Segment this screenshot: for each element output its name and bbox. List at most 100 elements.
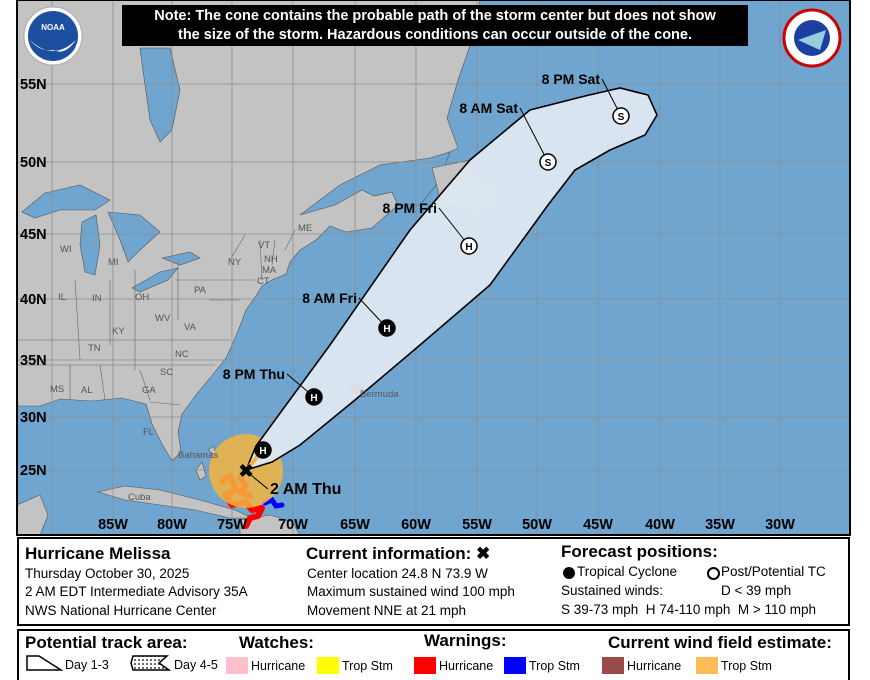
latitude-label: 30N — [20, 410, 47, 426]
forecast-point: 8 PM Sat S — [542, 71, 630, 125]
land-yucatan — [17, 494, 49, 535]
hurricane-warning-label: Hurricane — [439, 659, 494, 673]
nws-logo — [782, 8, 842, 68]
longitude-label: 65W — [340, 517, 370, 533]
place-label: NC — [175, 349, 189, 360]
storm-name: Hurricane Melissa — [25, 544, 171, 563]
lake-superior — [21, 184, 111, 219]
trop-storm-warning-label: Trop Stm — [529, 659, 580, 673]
longitude-label: 35W — [705, 517, 735, 533]
note-line-2: the size of the storm. Hazardous conditi… — [177, 27, 692, 43]
forecast-point: H — [254, 441, 272, 459]
place-label: MS — [50, 384, 64, 395]
advisory-date: Thursday October 30, 2025 — [25, 566, 190, 581]
tropical-cyclone-marker — [378, 319, 396, 337]
note-line-1: Note: The cone contains the probable pat… — [154, 8, 716, 24]
noaa-logo: NOAA — [23, 6, 83, 66]
hurricane-wind-label: Hurricane — [627, 659, 682, 673]
place-label: WV — [155, 313, 171, 324]
longitude-label: 45W — [583, 517, 613, 533]
trop-storm-warning-swatch — [504, 657, 526, 674]
sustained-winds-label: Sustained winds: — [561, 583, 664, 598]
day45-cone-icon — [130, 655, 172, 671]
cone-disclaimer: Note: The cone contains the probable pat… — [122, 5, 748, 46]
longitude-label: 30W — [765, 517, 795, 533]
place-label: GA — [142, 385, 156, 396]
longitude-label: 60W — [401, 517, 431, 533]
current-info-title: Current information: ✖ — [306, 544, 491, 563]
advisory-number: 2 AM EDT Intermediate Advisory 35A — [25, 584, 248, 599]
place-label: IN — [92, 293, 102, 304]
svg-text:NOAA: NOAA — [41, 23, 65, 32]
place-label: MA — [262, 265, 277, 276]
max-wind: Maximum sustained wind 100 mph — [307, 584, 515, 599]
place-label: AL — [81, 385, 93, 396]
trop-storm-watch-swatch — [317, 657, 339, 674]
hurricane-wind-swatch — [602, 657, 624, 674]
latitude-label: 45N — [20, 227, 47, 243]
intensity-letter: S — [618, 112, 625, 123]
place-label: NH — [264, 254, 278, 265]
forecast-point: 2 AM Thu ✖ — [238, 461, 341, 498]
place-label: Cuba — [128, 492, 151, 503]
forecast-time-label: 8 PM Fri — [383, 200, 437, 216]
day13-label: Day 1-3 — [65, 658, 109, 672]
trop-storm-wind-label: Trop Stm — [721, 659, 772, 673]
forecast-time-label: 2 AM Thu — [270, 481, 341, 498]
longitude-label: 80W — [157, 517, 187, 533]
forecast-point: 8 AM Sat S — [459, 100, 557, 171]
latitude-label: 55N — [20, 77, 47, 93]
post-tropical-marker — [539, 153, 557, 171]
filled-circle-icon — [563, 567, 575, 579]
forecast-point: 8 PM Fri H — [383, 200, 478, 255]
latitude-label: 50N — [20, 155, 47, 171]
lake-ontario — [160, 251, 201, 266]
intensity-letter: H — [310, 393, 317, 404]
issuing-center: NWS National Hurricane Center — [25, 603, 217, 618]
place-label: IL — [58, 292, 66, 303]
lake-michigan — [79, 214, 101, 276]
lake-erie — [131, 267, 179, 293]
wind-ranges: S 39-73 mph H 74-110 mph M > 110 mph — [561, 602, 817, 617]
forecast-time-label: 8 AM Sat — [459, 100, 518, 116]
forecast-time-label: 8 PM Sat — [542, 71, 601, 87]
leader-line — [519, 107, 549, 163]
forecast-time-label: 8 AM Fri — [302, 290, 357, 306]
place-label: VT — [258, 240, 270, 251]
forecast-point: 8 PM Thu H — [223, 366, 323, 406]
longitude-label: 50W — [522, 517, 552, 533]
forecast-positions-title: Forecast positions: — [561, 542, 718, 561]
intensity-letter: S — [545, 158, 552, 169]
hurricane-watch-swatch — [226, 657, 248, 674]
place-label: Bahamas — [178, 450, 218, 461]
tropical-cyclone-marker — [254, 441, 272, 459]
wind-field-title: Current wind field estimate: — [608, 633, 832, 652]
place-label: CT — [257, 276, 270, 287]
place-label: OH — [135, 292, 149, 303]
center-location: Center location 24.8 N 73.9 W — [307, 566, 488, 581]
trop-storm-warning-area — [262, 496, 285, 509]
forecast-cone — [244, 87, 658, 472]
place-label: FL — [143, 427, 154, 438]
land-hispaniola — [239, 514, 301, 535]
legend-panel: Potential track area: Day 1-3 Day 4-5 Wa… — [17, 629, 850, 680]
longitude-label: 55W — [462, 517, 492, 533]
watches-title: Watches: — [239, 633, 314, 652]
day45-label: Day 4-5 — [174, 658, 218, 672]
place-label: TN — [88, 343, 101, 354]
latitude-label: 35N — [20, 353, 47, 369]
storm-info-panel: Hurricane Melissa Thursday October 30, 2… — [17, 537, 850, 626]
place-label: NY — [228, 257, 242, 268]
place-label: WI — [60, 244, 72, 255]
place-label: KY — [112, 326, 125, 337]
intensity-letter: H — [259, 446, 266, 457]
post-potential-label: Post/Potential TC — [721, 564, 826, 579]
latitude-label: 40N — [20, 292, 47, 308]
place-label: MI — [108, 257, 119, 268]
trop-storm-watch-label: Trop Stm — [342, 659, 393, 673]
longitude-label: 70W — [278, 517, 308, 533]
intensity-letter: H — [383, 324, 390, 335]
open-circle-icon — [707, 567, 720, 580]
tropical-cyclone-marker — [305, 388, 323, 406]
forecast-point: 8 AM Fri H — [302, 290, 396, 337]
